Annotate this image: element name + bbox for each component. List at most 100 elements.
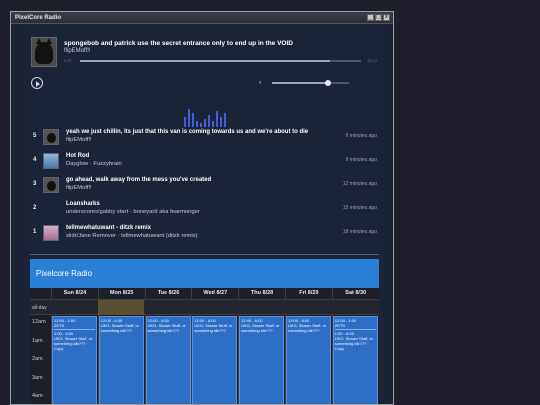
calendar: Pixelcore Radio Sun 8/24 Mon 8/25 Tue 8/26… [30, 259, 379, 404]
event-separator [334, 329, 376, 330]
elapsed-time: 0:37 [64, 58, 72, 63]
play-button[interactable] [31, 77, 43, 89]
history-time: 18 minutes ago [342, 229, 377, 235]
day-header[interactable]: Sun 8/24 [51, 288, 98, 299]
visualizer-bar [200, 123, 202, 127]
volume-knob[interactable] [325, 80, 332, 86]
event-title: UKG, Slower Stuff, or something idk??? ·… [334, 336, 373, 351]
now-playing: spongebob and patrick use the secret ent… [31, 37, 377, 71]
event-time: 12:00 - 6:00 [147, 318, 169, 323]
calendar-event[interactable]: 12:00 - 1:00 ZETS 1:00 - 6:00 UKG, Slower S… [52, 316, 97, 404]
now-playing-artist: flipEMoff!! [64, 48, 91, 54]
history-item[interactable]: 2 Loansharks underscores/gabby start · bon… [31, 199, 377, 219]
history-item[interactable]: 3 go ahead, walk away from the mess you'v… [31, 175, 377, 195]
event-content: 12:00 - 6:00 UKG, Slower Stuff, or someth… [147, 317, 190, 334]
calendar-event[interactable]: 12:00 - 6:00 UKG, Slower Stuff, or someth… [239, 316, 285, 404]
calendar-event[interactable]: 12:00 - 6:00 UKG, Slower Stuff, or someth… [192, 316, 238, 404]
hour-label: 12am [32, 319, 46, 325]
event-content: 12:00 - 6:00 UKG, Slower Stuff, or someth… [240, 317, 283, 334]
grid-line [331, 315, 333, 404]
divider [30, 254, 379, 255]
history-title: tellmewhatuwant - ditzk remix [66, 225, 152, 231]
event-time: 12:00 - 6:00 [288, 318, 310, 323]
history-number: 1 [33, 229, 37, 235]
history-number: 4 [33, 157, 37, 163]
event-time: 1:00 - 6:00 [54, 331, 74, 336]
hour-label: 2am [32, 356, 43, 362]
volume-slider[interactable] [272, 80, 349, 86]
day-header[interactable]: Tue 8/26 [144, 288, 192, 299]
cat-icon [35, 38, 53, 64]
track-thumbnail [43, 153, 59, 169]
visualizer-bar [216, 111, 218, 127]
event-title: UKG, Slower Stuff, or something idk??? ·… [54, 336, 93, 351]
close-button[interactable]: × [383, 14, 390, 21]
day-header[interactable]: Thu 8/28 [238, 288, 285, 299]
track-thumbnail [43, 129, 59, 145]
grid-line [97, 315, 99, 404]
event-content: 12:00 - 1:00 ZETS 1:00 - 6:00 UKG, Slower S… [334, 317, 377, 352]
history-time: 15 minutes ago [342, 205, 377, 211]
minimize-button[interactable]: _ [367, 14, 374, 21]
calendar-event[interactable]: 12:00 - 6:00 UKG, Slower Stuff, or someth… [286, 316, 331, 404]
grid-line [51, 315, 52, 404]
event-time: 12:00 - 6:00 [194, 318, 216, 323]
time-gutter [30, 288, 51, 299]
visualizer-bar [204, 119, 206, 127]
track-thumbnail [43, 177, 59, 193]
history-artist: flipEMoff!! [66, 137, 92, 143]
history-artist: slidr/Jane Remover · tellmewhatuwant (di… [66, 233, 198, 239]
event-title: UKG, Slower Stuff, or something idk??? [100, 323, 139, 333]
visualizer-bar [224, 113, 226, 127]
visualizer-bar [196, 121, 198, 127]
history-time: 9 minutes ago [345, 157, 377, 163]
history-time: 12 minutes ago [342, 181, 377, 187]
day-header[interactable]: Sat 8/30 [331, 288, 379, 299]
day-header[interactable]: Wed 8/27 [191, 288, 238, 299]
all-day-label: all-day [32, 305, 47, 311]
grid-line [144, 315, 146, 404]
history-artist: underscores/gabby start · boneyard aka f… [66, 209, 200, 215]
calendar-title: Pixelcore Radio [36, 269, 93, 278]
all-day-row: all-day [30, 299, 379, 315]
calendar-event[interactable]: 12:00 - 6:00 UKG, Slower Stuff, or someth… [98, 316, 144, 404]
history-number: 5 [33, 133, 37, 139]
history-title: go ahead, walk away from the mess you've… [66, 177, 212, 183]
history-item[interactable]: 1 tellmewhatuwant - ditzk remix slidr/Jane… [31, 223, 377, 243]
event-title: UKG, Slower Stuff, or something idk??? [241, 323, 280, 333]
visualizer-bar [220, 117, 222, 127]
album-cover [31, 37, 57, 67]
day-header[interactable]: Fri 8/29 [284, 288, 332, 299]
event-title: UKG, Slower Stuff, or something idk??? [147, 323, 186, 333]
player-controls: 🔈︎ [31, 77, 377, 91]
today-highlight [98, 300, 144, 315]
event-time: 1:00 - 6:00 [334, 331, 354, 336]
volume-icon[interactable]: 🔈︎ [259, 79, 263, 86]
hour-label: 1am [32, 337, 43, 344]
day-header[interactable]: Mon 8/25 [97, 288, 145, 299]
history-item[interactable]: 4 Hot Rod Dayglow · Fuzzybrain 9 minutes ag… [31, 151, 377, 171]
history-number: 3 [33, 181, 37, 187]
calendar-event[interactable]: 12:00 - 1:00 ZETS 1:00 - 6:00 UKG, Slower S… [332, 316, 378, 404]
calendar-event[interactable]: 12:00 - 6:00 UKG, Slower Stuff, or someth… [145, 316, 191, 404]
window-title: PixelCore Radio [15, 14, 62, 21]
progress-fill [80, 59, 331, 62]
visualizer-bar [208, 115, 210, 127]
event-time: 12:00 - 6:00 [100, 318, 123, 323]
app-window: PixelCore Radio _ □ × spongebob and patr… [10, 11, 394, 405]
event-time: 12:00 - 1:00 [334, 318, 357, 323]
visualizer-bar [188, 109, 190, 127]
event-title: UKG, Slower Stuff, or something idk??? [194, 323, 233, 333]
maximize-button[interactable]: □ [375, 14, 382, 21]
event-content: 12:00 - 6:00 UKG, Slower Stuff, or someth… [193, 317, 236, 334]
visualizer-bar [212, 121, 214, 127]
grid-line [285, 315, 286, 404]
event-content: 12:00 - 1:00 ZETS 1:00 - 6:00 UKG, Slower S… [53, 317, 96, 352]
hour-label: 3am [32, 374, 43, 381]
audio-visualizer [184, 109, 226, 127]
progress-bar[interactable] [80, 59, 361, 62]
now-playing-title: spongebob and patrick use the secret ent… [64, 40, 293, 47]
duration-time: 10:13 [366, 58, 377, 63]
title-bar[interactable]: PixelCore Radio _ □ × [11, 12, 393, 24]
history-item[interactable]: 5 yeah we just chillin, its just that thi… [31, 127, 377, 147]
